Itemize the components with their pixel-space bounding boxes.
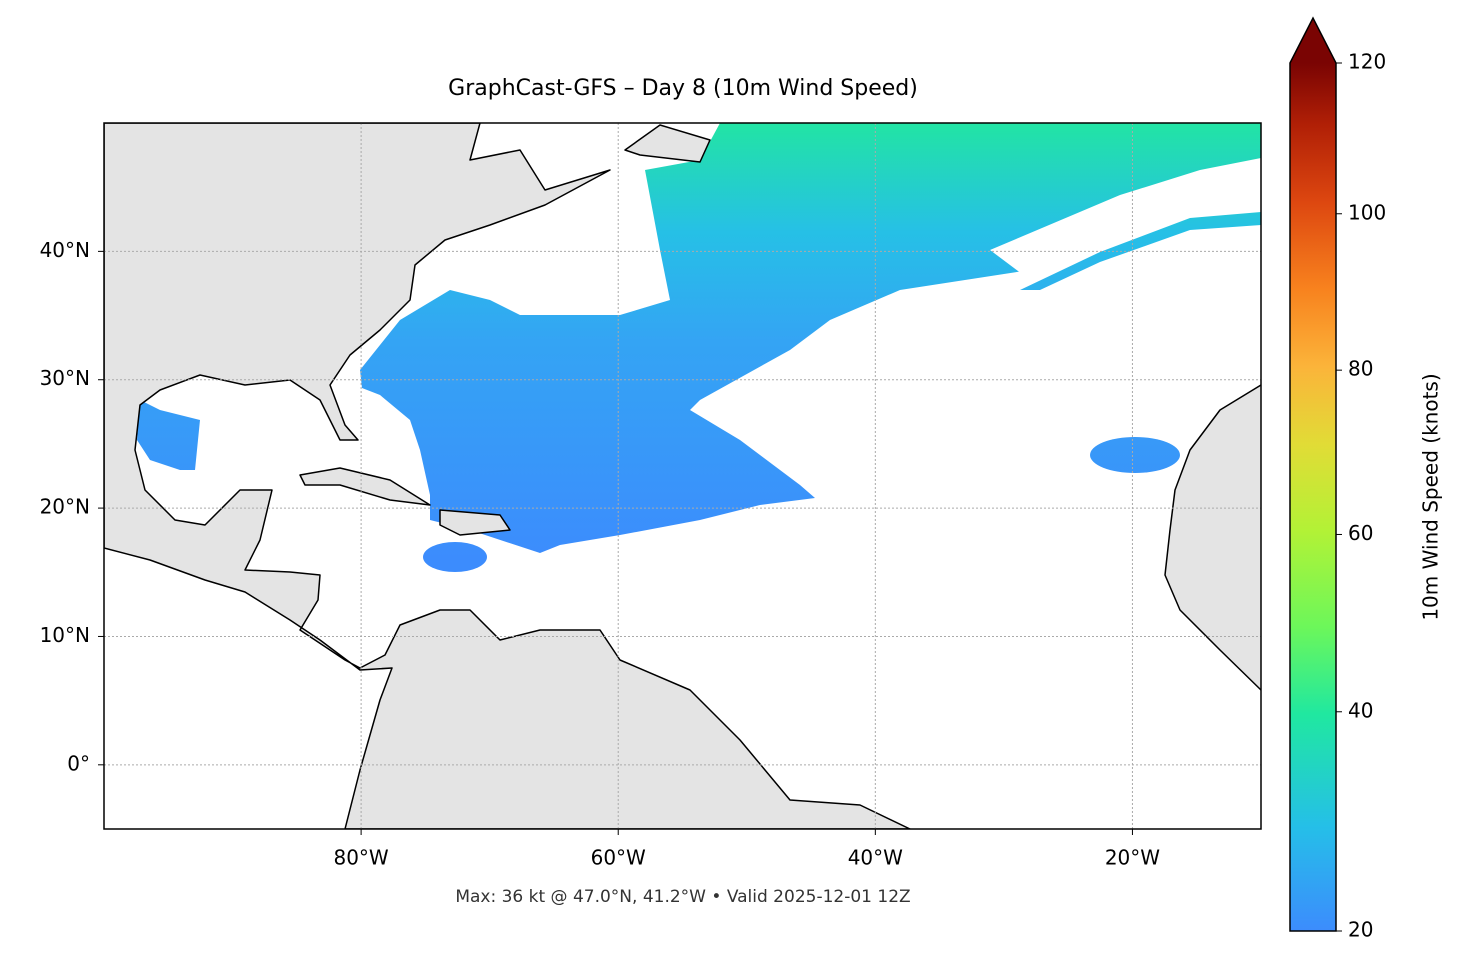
x-tick-label: 60°W (591, 846, 646, 870)
colorbar-tick-label: 20 (1348, 918, 1373, 942)
americas (104, 123, 911, 829)
hispaniola (439, 509, 511, 536)
wind-field (1090, 437, 1180, 473)
colorbar-label: 10m Wind Speed (knots) (1419, 373, 1443, 620)
colorbar-tick-label: 100 (1348, 200, 1386, 224)
colorbar: 20 40 60 80 100 120 (1289, 16, 1386, 942)
colorbar-fill (1290, 63, 1336, 931)
colorbar-tick-label: 60 (1348, 521, 1373, 545)
y-tick-label: 0° (67, 751, 90, 775)
y-tick-label: 10°N (40, 623, 90, 647)
newfoundland (624, 124, 711, 163)
map-area (104, 123, 1261, 829)
x-tick-label: 80°W (333, 846, 388, 870)
footnote: Max: 36 kt @ 47.0°N, 41.2°W • Valid 2025… (455, 887, 910, 907)
y-tick-label: 20°N (40, 495, 90, 519)
wind-field (137, 400, 200, 470)
wind-field (360, 123, 1261, 553)
y-tick-label: 40°N (40, 238, 90, 262)
colorbar-tick-label: 40 (1348, 698, 1373, 722)
cuba (299, 467, 431, 506)
africa (1164, 384, 1261, 691)
colorbar-tick-label: 120 (1348, 50, 1386, 74)
title: GraphCast-GFS – Day 8 (10m Wind Speed) (448, 76, 918, 101)
wind-field (423, 542, 487, 572)
y-tick-label: 30°N (40, 366, 90, 390)
calm-region (990, 158, 1261, 280)
graticule (104, 123, 1261, 829)
wind-field (1020, 212, 1261, 290)
colorbar-tick-label: 80 (1348, 357, 1373, 381)
colorbar-frame (1289, 16, 1337, 932)
plot-frame (103, 122, 1262, 830)
x-tick-label: 40°W (848, 846, 903, 870)
x-tick-label: 20°W (1105, 846, 1160, 870)
colorbar-extend (1290, 18, 1336, 63)
